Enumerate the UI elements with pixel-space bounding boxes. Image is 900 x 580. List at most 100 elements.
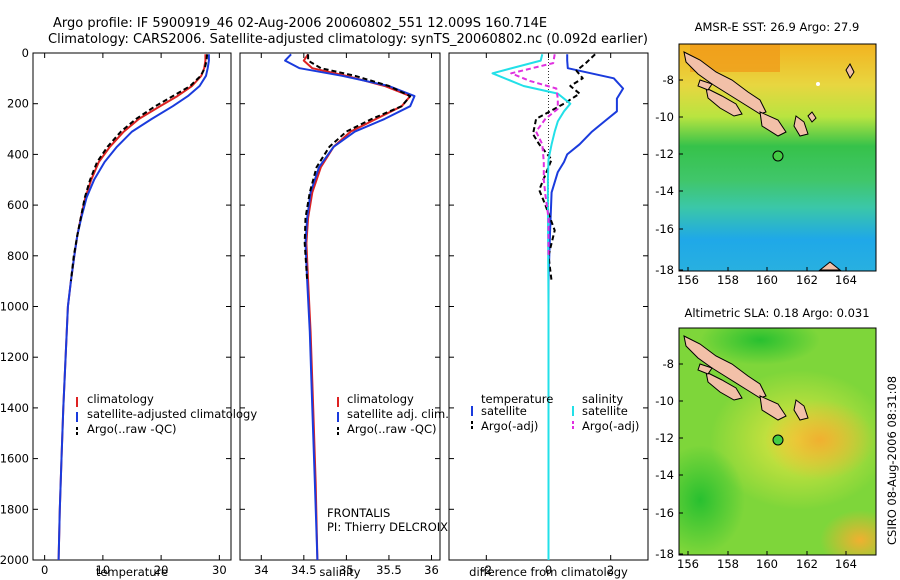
y-tick-label: 1800 <box>0 502 29 516</box>
temperature-legend: climatology satellite-adjusted climatolo… <box>76 392 257 437</box>
x-axis-label: salinity <box>319 565 360 579</box>
series-line-salinity-satellite <box>491 54 572 560</box>
legend-label-temp-satellite: satellite <box>481 404 527 418</box>
sst-argo-position-marker <box>772 150 784 162</box>
map-y-tick-label: -16 <box>655 506 674 520</box>
x-tick-label: 20 <box>154 563 169 577</box>
difference-legend: temperature satellite Argo(-adj) salinit… <box>471 392 639 433</box>
y-tick-label: 1400 <box>0 401 29 415</box>
legend-label-climatology: climatology <box>347 392 414 406</box>
sst-island <box>793 115 809 137</box>
salinity-panel: 34 34.5 35 35.5 36 salinity <box>239 52 441 579</box>
map-x-tick-label: 160 <box>756 273 778 287</box>
sla-island <box>705 371 743 401</box>
map-x-tick-label: 162 <box>796 557 818 571</box>
sst-island <box>697 79 713 91</box>
legend-label-argo: Argo(..raw -QC) <box>87 422 177 436</box>
sst-marker <box>816 82 820 86</box>
map-y-tick-label: -10 <box>655 110 674 124</box>
map-y-tick-label: -12 <box>655 431 674 445</box>
sst-map-frame <box>678 43 877 272</box>
x-tick-label: 0 <box>41 563 48 577</box>
y-tick-label: 1600 <box>0 452 29 466</box>
sla-map <box>679 328 876 555</box>
map-x-tick-label: 158 <box>717 273 739 287</box>
sst-island <box>759 111 787 137</box>
map-x-tick-label: 158 <box>717 557 739 571</box>
sla-peak-patch <box>820 510 876 555</box>
map-y-tick-label: -14 <box>655 184 674 198</box>
x-tick-label: 10 <box>96 563 111 577</box>
x-tick-label: 35.5 <box>376 563 402 577</box>
plot-frame <box>239 52 441 561</box>
sla-island <box>793 399 809 421</box>
sst-island <box>705 87 743 117</box>
legend-group-title-temperature: temperature <box>481 392 553 406</box>
y-tick-label: 0 <box>22 46 29 60</box>
series-line-satellite-adjusted-climatology <box>57 54 210 561</box>
x-tick-label: 36 <box>424 563 439 577</box>
sla-island <box>697 363 713 375</box>
sla-map-ticks: 156 158 160 162 164 -8 -10 -12 -14 -16 -18 <box>655 357 857 571</box>
legend-label-sal-argo: Argo(-adj) <box>582 419 639 433</box>
y-tick-label: 400 <box>7 147 29 161</box>
y-tick-label: 1200 <box>0 350 29 364</box>
sst-map-ticks: 156 158 160 162 164 -8 -10 -12 -14 -16 -18 <box>655 73 857 287</box>
legend-label-satellite: satellite-adjusted climatology <box>87 407 257 421</box>
header-line-2: Climatology: CARS2006. Satellite-adjuste… <box>48 32 648 47</box>
y-tick-label: 600 <box>7 198 29 212</box>
sst-island <box>818 261 842 271</box>
series-line-argo-raw-qc- <box>69 54 209 282</box>
salinity-legend: climatology satellite adj. clim. Argo(..… <box>337 392 449 437</box>
map-y-tick-label: -18 <box>655 263 674 277</box>
map-y-tick-label: -8 <box>663 357 674 371</box>
sla-low-patch <box>700 328 820 365</box>
legend-group-title-salinity: salinity <box>582 392 623 406</box>
plot-frame <box>32 52 232 561</box>
series-line-satellite-adj-clim- <box>284 53 416 561</box>
map-x-tick-label: 156 <box>677 557 699 571</box>
x-tick-label: 0 <box>545 563 552 577</box>
map-y-tick-label: -10 <box>655 394 674 408</box>
legend-label-temp-argo: Argo(-adj) <box>481 419 538 433</box>
header-line-1: Argo profile: IF 5900919_46 02-Aug-2006 … <box>53 16 547 31</box>
temperature-panel: 0 10 20 30 0 200 400 600 800 1000 1200 1400 1600 1800… <box>0 46 232 579</box>
series-line-climatology <box>57 54 207 561</box>
x-axis-label: difference from climatology <box>469 565 628 579</box>
map-y-tick-label: -16 <box>655 222 674 236</box>
legend-label-argo: Argo(..raw -QC) <box>347 422 437 436</box>
series-line-temperature-satellite <box>547 54 625 560</box>
map-y-tick-label: -14 <box>655 468 674 482</box>
map-y-tick-label: -18 <box>655 547 674 561</box>
x-tick-label: 34 <box>254 563 269 577</box>
sst-island <box>845 63 855 79</box>
sla-island <box>759 395 787 421</box>
y-tick-label: 1000 <box>0 300 29 314</box>
legend-label-sal-satellite: satellite <box>582 404 628 418</box>
y-tick-label: 800 <box>7 249 29 263</box>
project-pi: PI: Thierry DELCROIX <box>327 520 448 534</box>
project-name: FRONTALIS <box>327 506 390 520</box>
map-x-tick-label: 162 <box>796 273 818 287</box>
sla-map-frame <box>678 327 877 556</box>
credit-label: CSIRO 08-Aug-2006 08:31:08 <box>885 376 899 545</box>
sla-low-patch <box>679 445 745 555</box>
sla-argo-position-marker <box>772 434 784 446</box>
x-axis-label: temperature <box>96 565 168 579</box>
map-x-tick-label: 164 <box>835 557 857 571</box>
map-x-tick-label: 160 <box>756 557 778 571</box>
map-x-tick-label: 164 <box>835 273 857 287</box>
y-tick-label: 200 <box>7 97 29 111</box>
sst-map <box>679 44 876 271</box>
x-tick-label: 30 <box>212 563 227 577</box>
sst-island <box>807 111 817 123</box>
x-tick-label: 34.5 <box>291 563 317 577</box>
map-y-tick-label: -12 <box>655 147 674 161</box>
x-tick-label: 2 <box>607 563 614 577</box>
sst-map-title: AMSR-E SST: 26.9 Argo: 27.9 <box>695 20 860 34</box>
map-x-tick-label: 156 <box>677 273 699 287</box>
series-line-argo-raw-qc- <box>303 54 412 282</box>
map-y-tick-label: -8 <box>663 73 674 87</box>
